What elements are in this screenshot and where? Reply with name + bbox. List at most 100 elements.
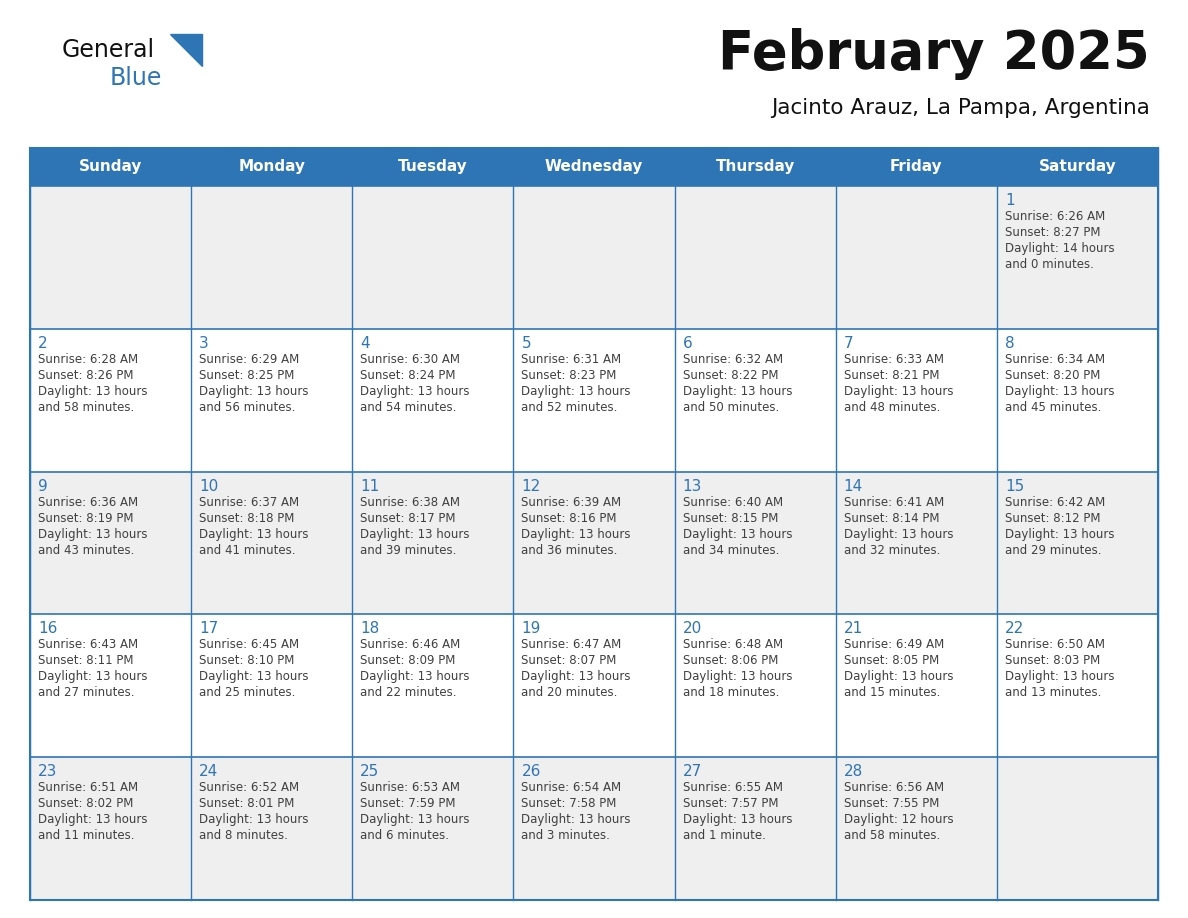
Text: Daylight: 13 hours: Daylight: 13 hours: [200, 528, 309, 541]
Text: Sunrise: 6:53 AM: Sunrise: 6:53 AM: [360, 781, 460, 794]
Text: Sunrise: 6:40 AM: Sunrise: 6:40 AM: [683, 496, 783, 509]
Text: and 43 minutes.: and 43 minutes.: [38, 543, 134, 556]
Text: Daylight: 13 hours: Daylight: 13 hours: [200, 385, 309, 397]
Text: 9: 9: [38, 478, 48, 494]
Text: Daylight: 13 hours: Daylight: 13 hours: [843, 670, 953, 683]
Text: Sunday: Sunday: [78, 160, 143, 174]
Text: Sunrise: 6:48 AM: Sunrise: 6:48 AM: [683, 638, 783, 652]
Text: Jacinto Arauz, La Pampa, Argentina: Jacinto Arauz, La Pampa, Argentina: [771, 98, 1150, 118]
Text: Daylight: 13 hours: Daylight: 13 hours: [522, 670, 631, 683]
Text: and 15 minutes.: and 15 minutes.: [843, 687, 940, 700]
Text: 23: 23: [38, 764, 57, 779]
Text: February 2025: February 2025: [719, 28, 1150, 80]
Text: and 6 minutes.: and 6 minutes.: [360, 829, 449, 842]
Text: Daylight: 13 hours: Daylight: 13 hours: [683, 670, 792, 683]
Text: and 52 minutes.: and 52 minutes.: [522, 401, 618, 414]
Text: Sunrise: 6:30 AM: Sunrise: 6:30 AM: [360, 353, 460, 365]
Text: Sunrise: 6:54 AM: Sunrise: 6:54 AM: [522, 781, 621, 794]
Text: 13: 13: [683, 478, 702, 494]
Text: Daylight: 13 hours: Daylight: 13 hours: [1005, 385, 1114, 397]
Text: Sunset: 8:05 PM: Sunset: 8:05 PM: [843, 655, 939, 667]
Text: Daylight: 13 hours: Daylight: 13 hours: [38, 813, 147, 826]
Text: and 20 minutes.: and 20 minutes.: [522, 687, 618, 700]
Text: 24: 24: [200, 764, 219, 779]
Text: Sunrise: 6:29 AM: Sunrise: 6:29 AM: [200, 353, 299, 365]
Text: Daylight: 13 hours: Daylight: 13 hours: [38, 670, 147, 683]
Text: Thursday: Thursday: [715, 160, 795, 174]
Text: 2: 2: [38, 336, 48, 351]
Text: Sunset: 7:59 PM: Sunset: 7:59 PM: [360, 797, 456, 811]
Text: Sunset: 8:01 PM: Sunset: 8:01 PM: [200, 797, 295, 811]
Text: Sunset: 8:17 PM: Sunset: 8:17 PM: [360, 511, 456, 524]
Bar: [30, 329, 1158, 472]
Text: and 27 minutes.: and 27 minutes.: [38, 687, 134, 700]
Text: Wednesday: Wednesday: [545, 160, 643, 174]
Text: Sunrise: 6:51 AM: Sunrise: 6:51 AM: [38, 781, 138, 794]
Text: Sunrise: 6:43 AM: Sunrise: 6:43 AM: [38, 638, 138, 652]
Text: Sunset: 8:02 PM: Sunset: 8:02 PM: [38, 797, 133, 811]
Text: Daylight: 14 hours: Daylight: 14 hours: [1005, 242, 1114, 255]
Text: Sunset: 8:27 PM: Sunset: 8:27 PM: [1005, 226, 1100, 239]
Text: 5: 5: [522, 336, 531, 351]
Text: Daylight: 13 hours: Daylight: 13 hours: [1005, 670, 1114, 683]
Text: Sunset: 8:15 PM: Sunset: 8:15 PM: [683, 511, 778, 524]
Text: Sunrise: 6:32 AM: Sunrise: 6:32 AM: [683, 353, 783, 365]
Text: and 3 minutes.: and 3 minutes.: [522, 829, 611, 842]
Text: 26: 26: [522, 764, 541, 779]
Text: and 13 minutes.: and 13 minutes.: [1005, 687, 1101, 700]
Text: Sunset: 8:11 PM: Sunset: 8:11 PM: [38, 655, 133, 667]
Text: and 22 minutes.: and 22 minutes.: [360, 687, 456, 700]
Text: Monday: Monday: [239, 160, 305, 174]
Text: and 0 minutes.: and 0 minutes.: [1005, 258, 1094, 271]
Bar: [30, 614, 1158, 757]
Text: and 29 minutes.: and 29 minutes.: [1005, 543, 1101, 556]
Text: Sunrise: 6:52 AM: Sunrise: 6:52 AM: [200, 781, 299, 794]
Text: and 54 minutes.: and 54 minutes.: [360, 401, 456, 414]
Text: Sunrise: 6:41 AM: Sunrise: 6:41 AM: [843, 496, 944, 509]
Text: 21: 21: [843, 621, 862, 636]
Text: and 8 minutes.: and 8 minutes.: [200, 829, 287, 842]
Text: Daylight: 13 hours: Daylight: 13 hours: [522, 813, 631, 826]
Text: Daylight: 12 hours: Daylight: 12 hours: [843, 813, 953, 826]
Text: Sunrise: 6:33 AM: Sunrise: 6:33 AM: [843, 353, 943, 365]
Text: Daylight: 13 hours: Daylight: 13 hours: [200, 813, 309, 826]
Text: 18: 18: [360, 621, 379, 636]
Text: Sunrise: 6:42 AM: Sunrise: 6:42 AM: [1005, 496, 1105, 509]
Text: Sunrise: 6:31 AM: Sunrise: 6:31 AM: [522, 353, 621, 365]
Text: 15: 15: [1005, 478, 1024, 494]
Bar: [30, 186, 1158, 329]
Text: 28: 28: [843, 764, 862, 779]
Text: Sunrise: 6:45 AM: Sunrise: 6:45 AM: [200, 638, 299, 652]
Text: Sunset: 8:19 PM: Sunset: 8:19 PM: [38, 511, 133, 524]
Text: Sunrise: 6:46 AM: Sunrise: 6:46 AM: [360, 638, 461, 652]
Text: Sunset: 8:25 PM: Sunset: 8:25 PM: [200, 369, 295, 382]
Text: Sunset: 8:06 PM: Sunset: 8:06 PM: [683, 655, 778, 667]
Text: Sunrise: 6:55 AM: Sunrise: 6:55 AM: [683, 781, 783, 794]
Text: and 50 minutes.: and 50 minutes.: [683, 401, 779, 414]
Text: Sunset: 8:14 PM: Sunset: 8:14 PM: [843, 511, 940, 524]
Text: Sunset: 7:58 PM: Sunset: 7:58 PM: [522, 797, 617, 811]
Text: Daylight: 13 hours: Daylight: 13 hours: [683, 813, 792, 826]
Text: Sunset: 8:22 PM: Sunset: 8:22 PM: [683, 369, 778, 382]
Text: 12: 12: [522, 478, 541, 494]
Text: Sunrise: 6:38 AM: Sunrise: 6:38 AM: [360, 496, 460, 509]
Text: 6: 6: [683, 336, 693, 351]
Text: 10: 10: [200, 478, 219, 494]
Text: Sunset: 8:24 PM: Sunset: 8:24 PM: [360, 369, 456, 382]
Text: 22: 22: [1005, 621, 1024, 636]
Text: 16: 16: [38, 621, 57, 636]
Text: and 45 minutes.: and 45 minutes.: [1005, 401, 1101, 414]
Bar: [30, 148, 1158, 900]
Text: Sunrise: 6:50 AM: Sunrise: 6:50 AM: [1005, 638, 1105, 652]
Text: 3: 3: [200, 336, 209, 351]
Text: and 41 minutes.: and 41 minutes.: [200, 543, 296, 556]
Text: Sunrise: 6:47 AM: Sunrise: 6:47 AM: [522, 638, 621, 652]
Text: Daylight: 13 hours: Daylight: 13 hours: [843, 385, 953, 397]
Text: Sunset: 8:18 PM: Sunset: 8:18 PM: [200, 511, 295, 524]
Text: Blue: Blue: [110, 66, 163, 90]
Text: and 58 minutes.: and 58 minutes.: [38, 401, 134, 414]
Text: Daylight: 13 hours: Daylight: 13 hours: [522, 385, 631, 397]
Text: Sunrise: 6:49 AM: Sunrise: 6:49 AM: [843, 638, 944, 652]
Text: Daylight: 13 hours: Daylight: 13 hours: [200, 670, 309, 683]
Text: Sunrise: 6:37 AM: Sunrise: 6:37 AM: [200, 496, 299, 509]
